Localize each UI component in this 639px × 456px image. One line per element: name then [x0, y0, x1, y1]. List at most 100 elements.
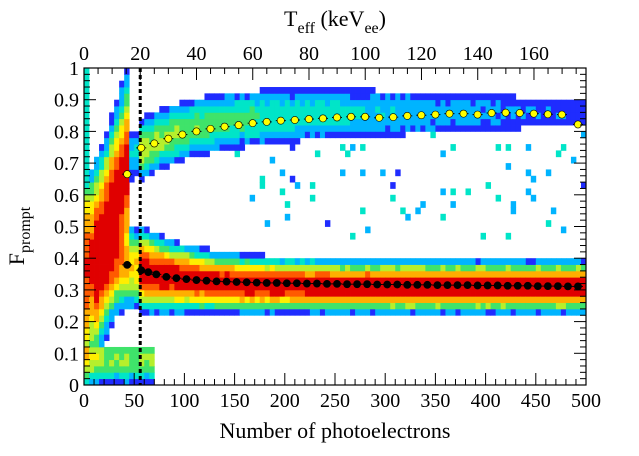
heatmap-cell: [144, 137, 150, 145]
heatmap-cell: [194, 308, 200, 316]
heatmap-cell: [89, 277, 95, 284]
heatmap-cell: [274, 125, 281, 132]
heatmap-cell: [84, 220, 90, 227]
heatmap-cell: [440, 264, 446, 272]
heatmap-cell: [84, 131, 90, 139]
heatmap-cell: [530, 277, 537, 284]
heatmap-cell: [510, 99, 517, 107]
heatmap-cell: [575, 296, 582, 303]
heatmap-cell: [314, 308, 321, 316]
heatmap-cell: [254, 106, 261, 113]
heatmap-cell: [555, 150, 562, 158]
heatmap-cell: [159, 251, 165, 259]
data-point: [543, 110, 552, 119]
heatmap-cell: [129, 169, 135, 177]
heatmap-cell: [184, 296, 190, 303]
heatmap-cell: [249, 258, 256, 265]
heatmap-cell: [194, 289, 200, 297]
heatmap-cell: [279, 125, 286, 132]
heatmap-cell: [199, 302, 205, 310]
heatmap-cell: [199, 245, 205, 253]
heatmap-cell: [540, 112, 547, 120]
heatmap-cell: [485, 289, 492, 297]
heatmap-cell: [84, 315, 90, 322]
heatmap-cell: [294, 258, 301, 265]
heatmap-cell: [360, 264, 366, 272]
heatmap-cell: [309, 264, 316, 272]
data-point: [172, 274, 181, 283]
heatmap-cell: [199, 112, 205, 120]
heatmap-cell: [500, 296, 507, 303]
heatmap-cell: [229, 137, 235, 145]
heatmap-cell: [269, 156, 276, 164]
data-point: [152, 270, 161, 279]
heatmap-cell: [84, 213, 90, 221]
heatmap-cell: [264, 270, 271, 278]
heatmap-cell: [249, 99, 256, 107]
heatmap-cell: [470, 277, 476, 284]
heatmap-cell: [329, 125, 336, 132]
heatmap-cell: [365, 270, 371, 278]
heatmap-cell: [450, 201, 456, 208]
heatmap-cell: [480, 112, 486, 120]
heatmap-cell: [510, 258, 517, 265]
heatmap-cell: [545, 302, 552, 310]
heatmap-cell: [99, 321, 105, 329]
heatmap-cell: [490, 258, 497, 265]
heatmap-cell: [239, 283, 246, 291]
heatmap-cell: [420, 289, 426, 297]
heatmap-cell: [109, 359, 115, 367]
heatmap-cell: [164, 258, 170, 265]
heatmap-cell: [229, 258, 235, 265]
heatmap-cell: [144, 302, 150, 310]
heatmap-cell: [345, 308, 351, 316]
heatmap-cell: [124, 74, 130, 82]
heatmap-cell: [274, 296, 281, 303]
heatmap-cell: [299, 277, 306, 284]
heatmap-cell: [99, 327, 105, 335]
heatmap-cell: [144, 378, 150, 386]
heatmap-cell: [269, 302, 276, 310]
heatmap-cell: [89, 201, 95, 208]
heatmap-cell: [350, 99, 356, 107]
heatmap-cell: [184, 112, 190, 120]
data-point: [445, 109, 454, 118]
heatmap-cell: [219, 118, 225, 126]
heatmap-cell: [199, 99, 205, 107]
heatmap-cell: [224, 112, 230, 120]
heatmap-cell: [289, 112, 296, 120]
heatmap-cell: [264, 258, 271, 265]
top-axis-title-sub1: eff: [297, 20, 315, 37]
heatmap-cell: [400, 270, 406, 278]
heatmap-cell: [435, 277, 441, 284]
heatmap-cell: [550, 258, 557, 265]
heatmap-cell: [430, 270, 436, 278]
heatmap-cell: [114, 378, 120, 386]
heatmap-cell: [430, 93, 436, 101]
heatmap-cell: [174, 239, 180, 246]
heatmap-cell: [385, 93, 391, 101]
heatmap-cell: [184, 283, 190, 291]
heatmap-cell: [239, 277, 246, 284]
heatmap-cell: [510, 296, 517, 303]
heatmap-cell: [410, 270, 416, 278]
heatmap-cell: [299, 118, 306, 126]
heatmap-cell: [84, 194, 90, 202]
heatmap-cell: [114, 156, 120, 164]
heatmap-cell: [545, 289, 552, 297]
heatmap-cell: [550, 296, 557, 303]
heatmap-cell: [560, 264, 567, 272]
heatmap-cell: [149, 156, 155, 164]
data-point: [558, 110, 566, 119]
heatmap-cell: [279, 106, 286, 113]
heatmap-cell: [139, 308, 145, 316]
heatmap-cell: [565, 296, 572, 303]
heatmap-cell: [350, 264, 356, 272]
heatmap-cell: [249, 302, 256, 310]
heatmap-cell: [84, 150, 90, 158]
heatmap-cell: [154, 150, 160, 158]
heatmap-cell: [109, 144, 115, 151]
heatmap-cell: [119, 359, 125, 367]
heatmap-cell: [229, 106, 235, 113]
heatmap-cell: [570, 258, 577, 265]
